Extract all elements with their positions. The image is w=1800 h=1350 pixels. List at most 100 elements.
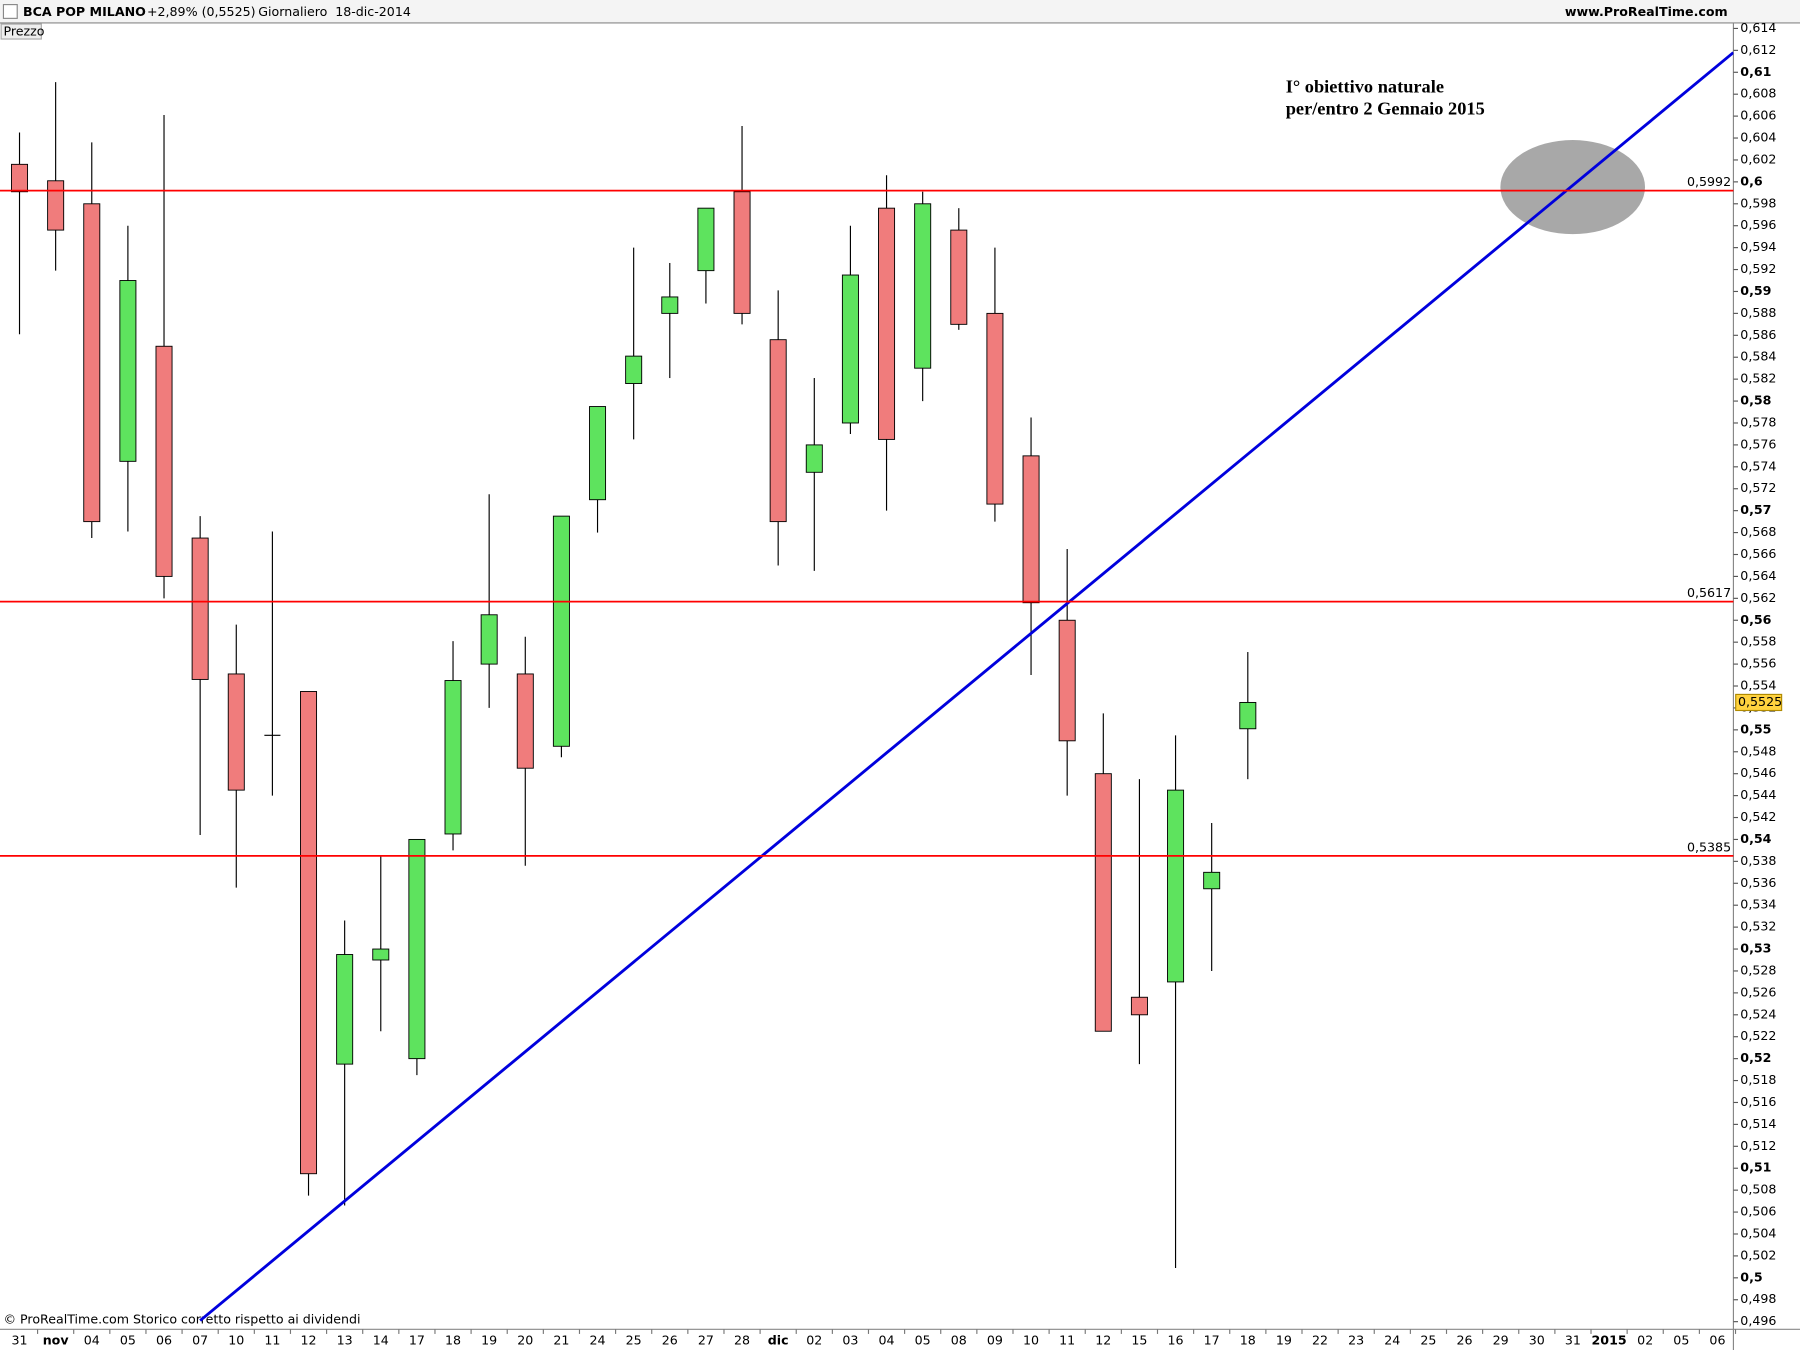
candle-body [769, 339, 787, 523]
x-tick-label: 31 [11, 1332, 27, 1347]
y-tick-label: 0,608 [1740, 86, 1776, 101]
footer: © ProRealTime.com Storico corretto rispe… [3, 1312, 360, 1327]
candle-body [227, 673, 245, 791]
candle-body [444, 680, 462, 835]
y-tick-label: 0,53 [1740, 941, 1771, 956]
x-tick-label: 16 [1168, 1332, 1184, 1347]
y-tick-label: 0,518 [1740, 1072, 1776, 1087]
x-tick-label: 03 [842, 1332, 858, 1347]
date: 18-dic-2014 [335, 4, 411, 19]
candle-body [1022, 455, 1040, 604]
x-tick-label: 05 [120, 1332, 136, 1347]
x-tick-label: 22 [1312, 1332, 1328, 1347]
candle-body [1167, 789, 1185, 983]
y-tick-label: 0,55 [1740, 721, 1771, 736]
y-tick-label: 0,576 [1740, 436, 1776, 451]
candle-body [1130, 996, 1148, 1016]
x-tick-label: 19 [1276, 1332, 1292, 1347]
x-tick-label: 04 [879, 1332, 895, 1347]
y-tick-label: 0,512 [1740, 1138, 1776, 1153]
x-tick-label: 06 [1709, 1332, 1725, 1347]
y-tick-label: 0,564 [1740, 568, 1776, 583]
x-tick-label: 20 [517, 1332, 533, 1347]
x-tick-label: 13 [337, 1332, 353, 1347]
level-label: 0,5385 [1687, 839, 1731, 854]
x-tick-label: 08 [951, 1332, 967, 1347]
y-tick-label: 0,524 [1740, 1006, 1776, 1021]
x-tick-label: 31 [1565, 1332, 1581, 1347]
y-tick-label: 0,606 [1740, 108, 1776, 123]
y-tick-label: 0,522 [1740, 1028, 1776, 1043]
header-bar [0, 0, 1800, 23]
candle-body [372, 948, 390, 961]
y-tick-label: 0,526 [1740, 984, 1776, 999]
candle-body [1203, 871, 1221, 890]
y-tick-label: 0,574 [1740, 458, 1776, 473]
y-tick-label: 0,516 [1740, 1094, 1776, 1109]
x-tick-label: 02 [806, 1332, 822, 1347]
candle-body [191, 537, 209, 680]
last-price-label: 0,5525 [1738, 694, 1782, 709]
last-price-tag [1735, 693, 1783, 712]
site: www.ProRealTime.com [1565, 4, 1728, 19]
y-tick-label: 0,548 [1740, 743, 1776, 758]
y-tick-label: 0,534 [1740, 897, 1776, 912]
y-tick-label: 0,594 [1740, 239, 1776, 254]
y-tick-label: 0,502 [1740, 1247, 1776, 1262]
x-tick-label: 10 [228, 1332, 244, 1347]
candle-body [1058, 619, 1076, 742]
panel-label: Prezzo [3, 24, 44, 39]
y-tick-label: 0,5 [1740, 1269, 1762, 1284]
candle-body [878, 207, 896, 440]
plot-area [11, 51, 1734, 1322]
y-tick-label: 0,572 [1740, 480, 1776, 495]
y-tick-label: 0,59 [1740, 283, 1771, 298]
candle-body [697, 207, 715, 272]
symbol: BCA POP MILANO [23, 4, 146, 19]
y-tick-label: 0,528 [1740, 962, 1776, 977]
x-tick-label: 28 [734, 1332, 750, 1347]
x-tick-label: 17 [409, 1332, 425, 1347]
header-icon [2, 4, 18, 19]
candle-body [408, 838, 426, 1060]
y-tick-label: 0,54 [1740, 831, 1771, 846]
y-tick-label: 0,496 [1740, 1313, 1776, 1328]
change: +2,89% (0,5525) [147, 4, 256, 19]
candle-body [516, 673, 534, 769]
x-tick-label: 18 [1240, 1332, 1256, 1347]
y-tick-label: 0,538 [1740, 853, 1776, 868]
x-tick-label: 04 [84, 1332, 100, 1347]
y-tick-label: 0,584 [1740, 349, 1776, 364]
y-tick-label: 0,596 [1740, 217, 1776, 232]
candle-body [950, 229, 968, 325]
x-tick-label: 11 [264, 1332, 280, 1347]
x-tick-label: 23 [1348, 1332, 1364, 1347]
annotation: per/entro 2 Gennaio 2015 [1286, 98, 1485, 118]
x-tick-label: dic [768, 1332, 789, 1347]
x-tick-label: 12 [1095, 1332, 1111, 1347]
x-tick-label: 06 [156, 1332, 172, 1347]
candle-body [11, 163, 29, 193]
y-tick-label: 0,598 [1740, 195, 1776, 210]
x-tick-label: 24 [1384, 1332, 1400, 1347]
y-tick-label: 0,604 [1740, 130, 1776, 145]
y-tick-label: 0,498 [1740, 1291, 1776, 1306]
candle-body [805, 444, 823, 473]
candle-body [914, 203, 932, 369]
x-tick-label: 21 [553, 1332, 569, 1347]
x-tick-label: 15 [1131, 1332, 1147, 1347]
x-tick-label: 09 [987, 1332, 1003, 1347]
y-tick-label: 0,57 [1740, 502, 1771, 517]
x-tick-label: nov [43, 1332, 70, 1347]
x-tick-label: 07 [192, 1332, 208, 1347]
x-tick-label: 29 [1493, 1332, 1509, 1347]
annotation: I° obiettivo naturale [1286, 77, 1444, 97]
y-tick-label: 0,514 [1740, 1116, 1776, 1131]
y-tick-label: 0,61 [1740, 64, 1771, 79]
y-tick-label: 0,58 [1740, 393, 1771, 408]
level-label: 0,5617 [1687, 585, 1731, 600]
x-tick-label: 25 [626, 1332, 642, 1347]
